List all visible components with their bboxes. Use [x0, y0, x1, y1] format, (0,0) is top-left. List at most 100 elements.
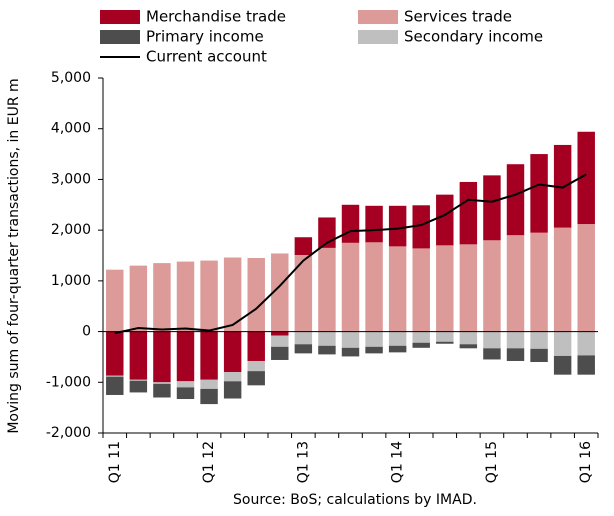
bar [153, 382, 171, 384]
bar [436, 331, 454, 342]
bar [318, 331, 336, 346]
bar [459, 331, 478, 345]
y-tick-label: 0 [82, 324, 91, 340]
bar [459, 244, 478, 332]
bar [223, 381, 242, 399]
bar [577, 131, 595, 225]
bar [483, 175, 501, 241]
bar [577, 355, 595, 375]
bar [106, 269, 124, 332]
x-tick-label: Q1 15 [484, 441, 500, 483]
bar [341, 242, 360, 332]
bar [436, 245, 454, 332]
legend-label: Secondary income [404, 28, 543, 46]
legend-label: Primary income [146, 28, 264, 46]
bar [271, 335, 289, 347]
bar [200, 260, 218, 332]
bar [412, 342, 430, 348]
bar [271, 346, 289, 360]
y-tick-label: 4,000 [51, 121, 91, 137]
bar [483, 331, 501, 349]
x-tick-label: Q1 12 [201, 441, 217, 483]
bar [365, 346, 383, 354]
y-axis-label: Moving sum of four-quarter transactions,… [6, 78, 22, 433]
bar [200, 379, 218, 389]
bar [530, 232, 548, 332]
bar [247, 331, 265, 361]
bar [553, 144, 572, 228]
bar [412, 205, 430, 249]
bar [506, 348, 525, 361]
y-tick-label: -2,000 [46, 425, 91, 441]
bar [200, 331, 218, 380]
source: Source: BoS; calculations by IMAD. [233, 492, 477, 508]
bar [553, 355, 572, 375]
bar [200, 388, 218, 405]
bar [223, 372, 242, 382]
bar [459, 181, 478, 245]
bar [106, 376, 124, 395]
bar [341, 347, 360, 357]
bar [577, 331, 595, 356]
line [114, 173, 587, 335]
bar [294, 344, 313, 354]
bar [388, 246, 407, 332]
bar [247, 371, 265, 386]
legend-swatch [358, 30, 398, 44]
bar [106, 375, 124, 377]
y-tick-label: 1,000 [51, 273, 91, 289]
bar [459, 344, 478, 349]
legend-label: Services trade [404, 8, 512, 26]
bar [176, 387, 195, 400]
y-tick-label: 3,000 [51, 171, 91, 187]
bar [506, 331, 525, 349]
bar [223, 331, 242, 373]
y-tick-label: -1,000 [46, 374, 91, 390]
bar [530, 331, 548, 349]
bar [223, 257, 242, 332]
bar [294, 254, 313, 332]
bar [506, 235, 525, 332]
bar [553, 331, 572, 356]
bar [412, 331, 430, 343]
bar [129, 379, 148, 381]
bar [129, 331, 148, 380]
bar [153, 263, 171, 332]
bar [294, 237, 313, 255]
x-tick-label: Q1 16 [578, 441, 594, 483]
bar [129, 380, 148, 393]
bar [553, 227, 572, 332]
bar [506, 164, 525, 236]
bar [530, 348, 548, 362]
x-tick-label: Q1 11 [107, 441, 123, 483]
bar [483, 348, 501, 360]
bar [365, 205, 383, 243]
bar [530, 154, 548, 233]
bar [365, 242, 383, 332]
legend-label: Merchandise trade [146, 8, 286, 26]
y-tick-label: 5,000 [51, 70, 91, 86]
bar [106, 331, 124, 376]
bar [153, 331, 171, 383]
bar [365, 331, 383, 347]
bar [247, 258, 265, 332]
bar [176, 331, 195, 382]
bar [176, 261, 195, 332]
bar [153, 383, 171, 398]
bar [129, 265, 148, 332]
x-tick-label: Q1 13 [295, 441, 311, 483]
bar [271, 253, 289, 332]
bar [483, 240, 501, 332]
legend-swatch [100, 30, 140, 44]
bar [247, 360, 265, 372]
bar [436, 194, 454, 246]
bar [294, 331, 313, 345]
bar [577, 224, 595, 332]
bar [341, 204, 360, 243]
bar [176, 381, 195, 388]
bar [388, 345, 407, 353]
bar [412, 248, 430, 332]
bar [341, 331, 360, 348]
bar [388, 331, 407, 346]
